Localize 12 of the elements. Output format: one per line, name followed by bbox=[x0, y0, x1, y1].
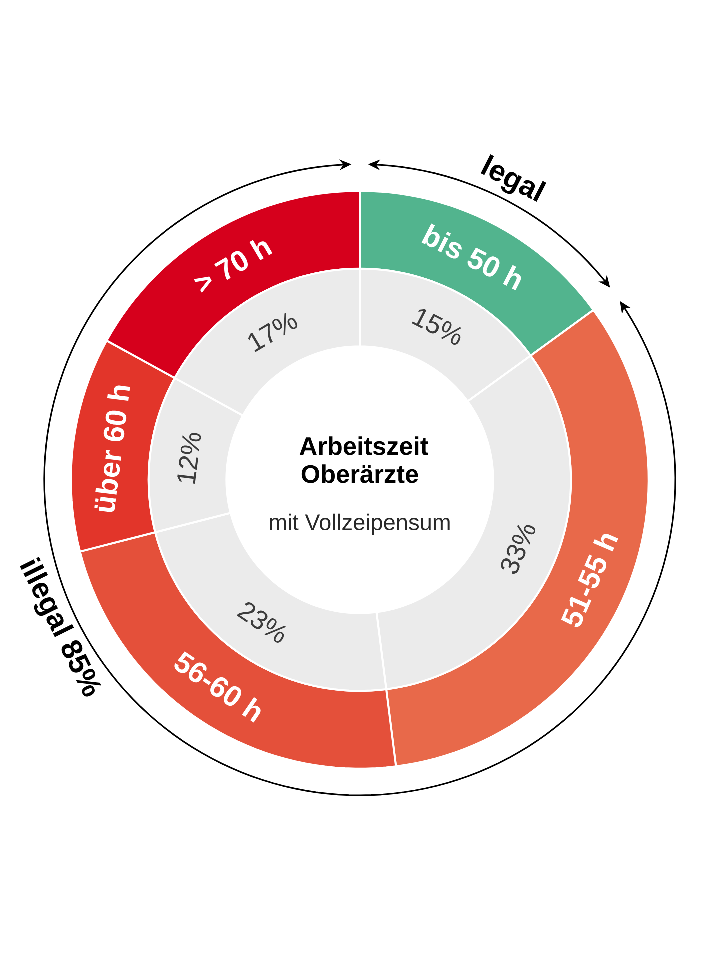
data-label: 17% bbox=[248, 312, 298, 352]
data-label: 33% bbox=[501, 524, 536, 574]
slice-label: über 60 h bbox=[94, 386, 130, 512]
data-label: 15% bbox=[412, 309, 462, 346]
slice-label: bis 50 h bbox=[422, 224, 522, 291]
data-label: 12% bbox=[178, 433, 202, 484]
data-label: 23% bbox=[237, 602, 286, 644]
text: mit Vollzeipensum bbox=[270, 514, 450, 535]
slice-label: 51-55 h bbox=[561, 534, 618, 628]
slice-label: > 70 h bbox=[194, 240, 273, 294]
text: legal bbox=[480, 154, 546, 202]
text: Arbeitszeit Oberärzte bbox=[300, 436, 428, 484]
